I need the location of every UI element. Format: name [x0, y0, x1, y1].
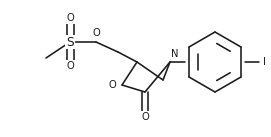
Text: O: O [92, 28, 100, 38]
Text: O: O [141, 112, 149, 122]
Text: O: O [66, 61, 74, 71]
Text: N: N [171, 49, 179, 59]
Text: S: S [66, 35, 74, 48]
Text: O: O [66, 13, 74, 23]
Text: I: I [263, 57, 266, 67]
Text: O: O [108, 80, 116, 90]
